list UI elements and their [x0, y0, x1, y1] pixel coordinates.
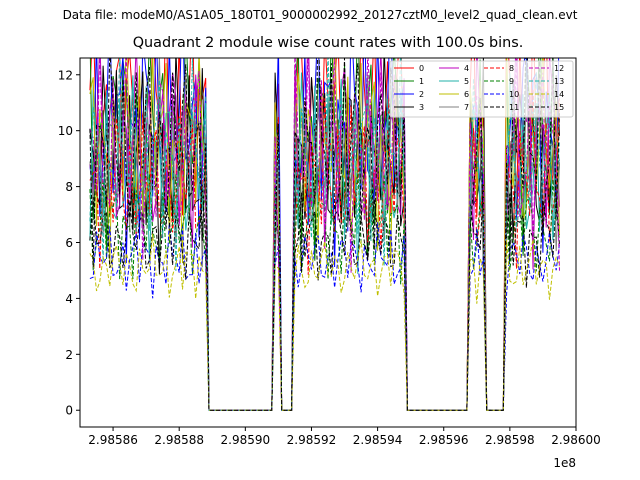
legend-label: 11	[509, 103, 519, 112]
legend-label: 3	[419, 103, 424, 112]
legend-label: 5	[464, 77, 469, 86]
x-tick-label: 2.98600	[551, 433, 601, 447]
x-tick-label: 2.98590	[221, 433, 271, 447]
y-tick-label: 8	[65, 180, 73, 194]
y-tick-label: 2	[65, 348, 73, 362]
legend-label: 14	[554, 90, 564, 99]
x-tick-label: 2.98588	[154, 433, 204, 447]
legend-label: 6	[464, 90, 469, 99]
series-line-10	[89, 222, 560, 411]
x-axis: 2.98586 2.98588 2.98590 2.98592 2.98594 2.985…	[88, 427, 601, 447]
y-tick-label: 6	[65, 236, 73, 250]
y-tick-label: 0	[65, 404, 73, 418]
legend-label: 13	[554, 77, 564, 86]
x-tick-label: 2.98592	[287, 433, 337, 447]
legend-label: 7	[464, 103, 469, 112]
series-line-15	[89, 58, 560, 411]
legend-label: 1	[419, 77, 424, 86]
x-tick-label: 2.98594	[353, 433, 403, 447]
y-tick-label: 12	[58, 68, 73, 82]
series-line-13	[89, 58, 560, 411]
chart-title: Quadrant 2 module wise count rates with …	[132, 35, 524, 51]
x-tick-label: 2.98598	[485, 433, 535, 447]
y-tick-label: 4	[65, 292, 73, 306]
suptitle: Data file: modeM0/AS1A05_180T01_90000029…	[62, 8, 578, 22]
series-line-12	[89, 58, 560, 411]
x-tick-label: 2.98586	[88, 433, 138, 447]
legend-label: 4	[464, 64, 469, 73]
y-tick-label: 10	[58, 124, 73, 138]
y-axis: 0 2 4 6 8 10 12	[58, 68, 80, 418]
x-tick-label: 2.98596	[419, 433, 469, 447]
legend-box	[389, 60, 574, 118]
series-line-14	[89, 233, 560, 411]
legend-label: 2	[419, 90, 424, 99]
legend-label: 15	[554, 103, 564, 112]
legend-label: 0	[419, 64, 424, 73]
legend-label: 8	[509, 64, 514, 73]
legend-label: 10	[509, 90, 519, 99]
x-offset-label: 1e8	[553, 456, 576, 470]
legend-label: 12	[554, 64, 564, 73]
legend-label: 9	[509, 77, 514, 86]
